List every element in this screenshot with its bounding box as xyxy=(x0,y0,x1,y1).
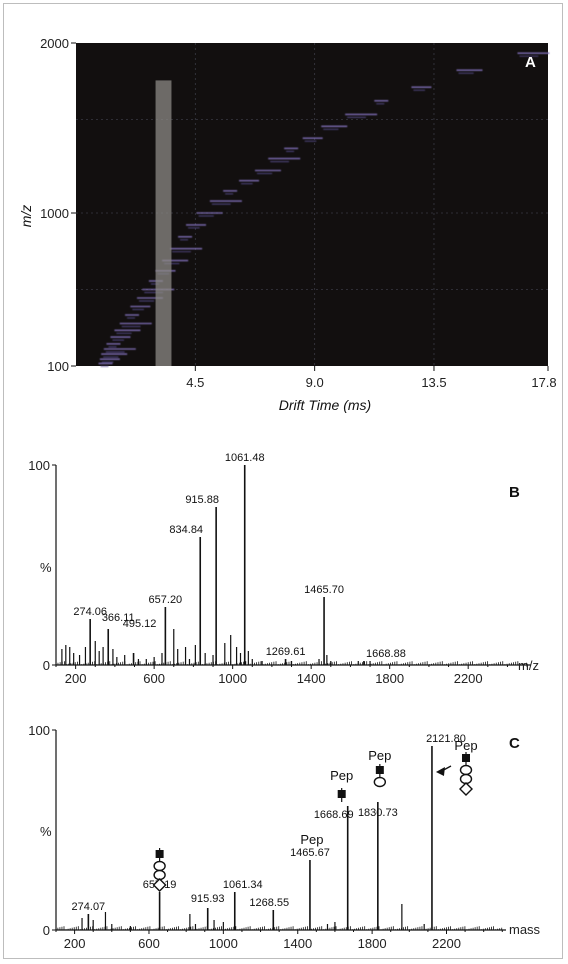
figure-frame: 100 1000 2000 4.5 9.0 13.5 17.8 m/z Drift Tim… xyxy=(3,3,563,959)
x-tick-label: 1400 xyxy=(297,671,326,686)
peak-label: 366.11 xyxy=(102,612,135,624)
peak-label: 657.20 xyxy=(149,594,183,606)
x-tick-label: 200 xyxy=(65,671,87,686)
x-tick-label: 600 xyxy=(138,936,160,951)
heatmap-background xyxy=(76,43,548,366)
glycan-diamond xyxy=(459,782,473,796)
a-y-tick-label: 1000 xyxy=(40,206,69,221)
a-x-axis-title: Drift Time (ms) xyxy=(279,397,371,413)
pep-label: Pep xyxy=(300,832,323,847)
b-panel-label: B xyxy=(509,484,520,501)
peak-label: 1268.55 xyxy=(249,897,289,909)
c-y-axis-title: % xyxy=(40,824,52,839)
a-x-ticks: 4.5 9.0 13.5 17.8 xyxy=(186,366,557,390)
panel-c: 10002006001000140018002200274.07657.1991… xyxy=(28,723,540,951)
peak-label: 495.12 xyxy=(123,618,157,630)
a-x-tick-label: 9.0 xyxy=(306,375,324,390)
peak-label: 1668.69 xyxy=(314,809,354,821)
peak-label: 274.07 xyxy=(72,901,106,913)
y-tick-label: 0 xyxy=(43,923,50,938)
peak-label: 915.88 xyxy=(185,494,219,506)
y-tick-label: 100 xyxy=(28,723,50,738)
peak-label: 1269.61 xyxy=(266,646,306,658)
a-x-tick-label: 17.8 xyxy=(531,375,556,390)
x-tick-label: 2200 xyxy=(454,671,483,686)
x-tick-label: 2200 xyxy=(432,936,461,951)
a-panel-label: A xyxy=(525,54,536,71)
peak-label: 1465.67 xyxy=(290,847,330,859)
panel-a: 100 1000 2000 4.5 9.0 13.5 17.8 m/z Drift Tim… xyxy=(18,36,557,413)
a-y-ticks: 100 1000 2000 xyxy=(40,36,76,374)
a-y-tick-label: 2000 xyxy=(40,36,69,51)
peak-label: 915.93 xyxy=(191,893,225,905)
a-y-axis-title: m/z xyxy=(18,205,34,228)
y-tick-label: 0 xyxy=(43,658,50,673)
peak-label: 1668.88 xyxy=(366,648,406,660)
arrow-head xyxy=(435,767,445,776)
x-tick-label: 1400 xyxy=(283,936,312,951)
x-tick-label: 1000 xyxy=(209,936,238,951)
a-x-tick-label: 13.5 xyxy=(421,375,446,390)
x-tick-label: 1800 xyxy=(375,671,404,686)
pep-label: Pep xyxy=(454,738,477,753)
peak-label: 834.84 xyxy=(169,524,203,536)
a-x-tick-label: 4.5 xyxy=(186,375,204,390)
peak-label: 1465.70 xyxy=(304,584,344,596)
c-spectrum: 10002006001000140018002200274.07657.1991… xyxy=(28,723,506,951)
x-tick-label: 1000 xyxy=(218,671,247,686)
pep-label: Pep xyxy=(330,768,353,783)
pep-label: Pep xyxy=(368,748,391,763)
peak-label: 1830.73 xyxy=(358,807,398,819)
b-x-axis-title: m/z xyxy=(518,658,539,673)
glycan-circle xyxy=(153,860,166,872)
peak-label: 274.06 xyxy=(73,606,107,618)
highlight-band xyxy=(155,80,172,367)
peak-label: 1061.34 xyxy=(223,879,263,891)
peak-label: 1061.48 xyxy=(225,452,265,464)
c-x-axis-title: mass xyxy=(509,922,541,937)
a-y-tick-label: 100 xyxy=(47,359,69,374)
x-tick-label: 600 xyxy=(143,671,165,686)
c-panel-label: C xyxy=(509,735,520,752)
x-tick-label: 200 xyxy=(64,936,86,951)
heatmap-grid xyxy=(76,43,548,366)
glycan-circle xyxy=(459,764,473,776)
glycan-diamond xyxy=(152,878,167,892)
y-tick-label: 100 xyxy=(28,458,50,473)
glycan-symbols: Pep Pep Pep Pep xyxy=(152,738,478,892)
x-tick-label: 1800 xyxy=(358,936,387,951)
peak-label: 2121.80 xyxy=(426,733,466,745)
glycan-circle xyxy=(373,776,387,788)
b-y-axis-title: % xyxy=(40,560,52,575)
